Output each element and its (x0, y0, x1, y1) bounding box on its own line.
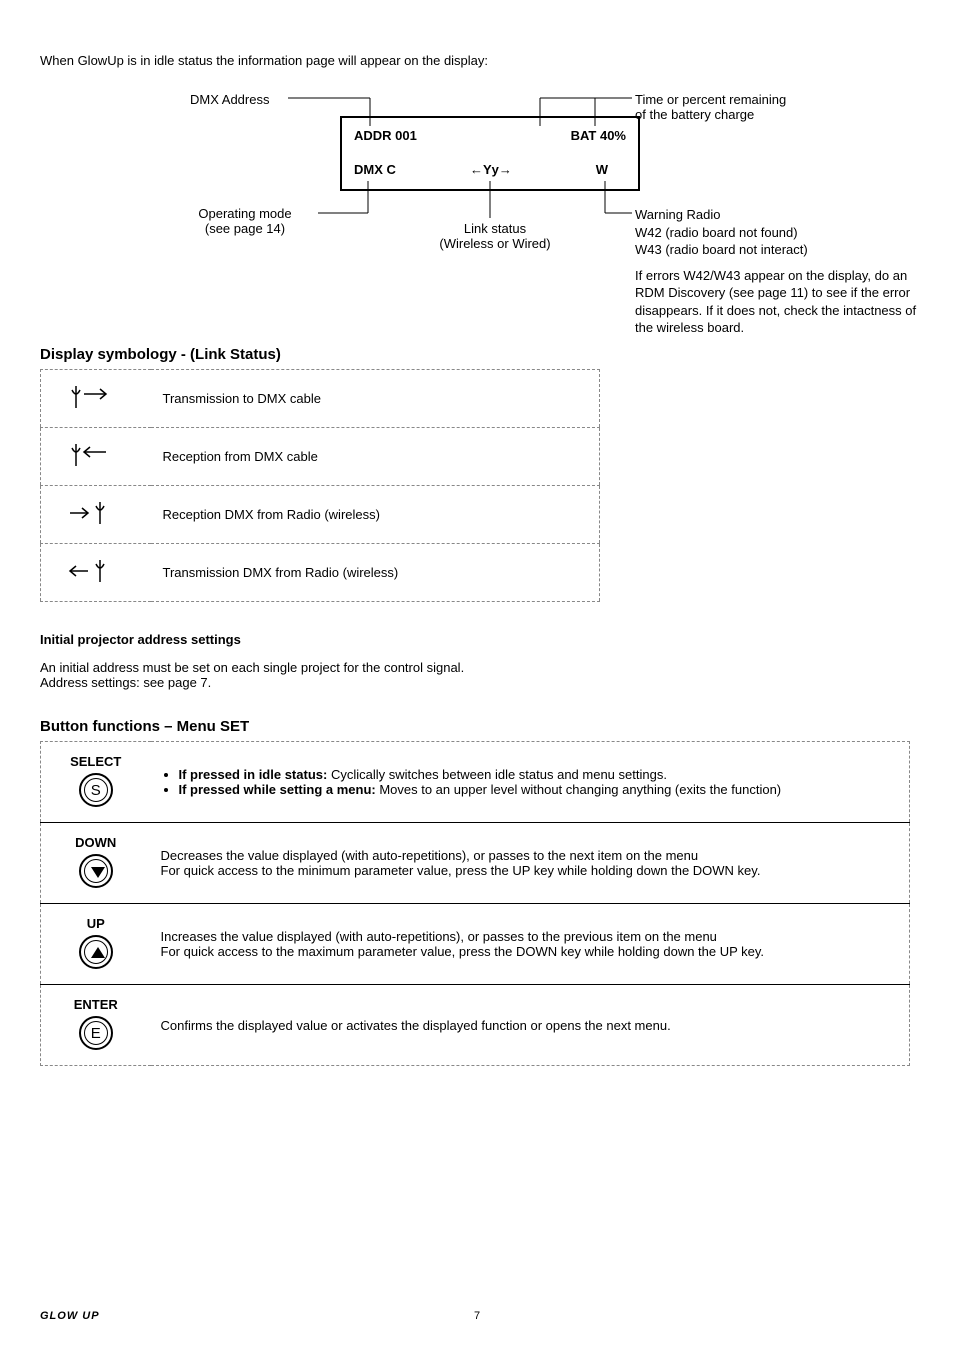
rx-radio-icon (66, 496, 126, 530)
symbology-row: Reception from DMX cable (41, 428, 600, 486)
button-row-select: SELECT S If pressed in idle status: Cycl… (41, 742, 910, 823)
down-button-icon (79, 854, 113, 888)
initial-settings-line1: An initial address must be set on each s… (40, 660, 914, 675)
tx-radio-icon (66, 554, 126, 588)
initial-settings-title: Initial projector address settings (40, 632, 914, 647)
button-row-down: DOWN Decreases the value displayed (with… (41, 823, 910, 904)
down-description: Decreases the value displayed (with auto… (151, 823, 910, 904)
enter-button-icon: E (79, 1016, 113, 1050)
display-diagram: DMX Address Time or percent remaining of… (40, 86, 914, 336)
select-description: If pressed in idle status: Cyclically sw… (161, 767, 900, 797)
page-footer: GLOW UP 7 (40, 1310, 914, 1322)
down-label: DOWN (51, 835, 141, 850)
button-functions-table: SELECT S If pressed in idle status: Cycl… (40, 741, 910, 1066)
select-label: SELECT (51, 754, 141, 769)
select-button-icon: S (79, 773, 113, 807)
symbology-row: Transmission DMX from Radio (wireless) (41, 544, 600, 602)
tx-cable-icon (66, 380, 126, 414)
symbology-table: Transmission to DMX cable Reception from… (40, 369, 600, 602)
symbology-desc: Transmission DMX from Radio (wireless) (151, 544, 600, 602)
up-description: Increases the value displayed (with auto… (151, 904, 910, 985)
rx-cable-icon (66, 438, 126, 472)
symbology-desc: Reception from DMX cable (151, 428, 600, 486)
symbology-row: Transmission to DMX cable (41, 370, 600, 428)
intro-text: When GlowUp is in idle status the inform… (40, 53, 914, 68)
up-button-icon (79, 935, 113, 969)
button-row-up: UP Increases the value displayed (with a… (41, 904, 910, 985)
symbology-desc: Transmission to DMX cable (151, 370, 600, 428)
diagram-connector-lines (40, 86, 940, 336)
footer-page-number: 7 (474, 1310, 480, 1322)
enter-label: ENTER (51, 997, 141, 1012)
up-label: UP (51, 916, 141, 931)
button-row-enter: ENTER E Confirms the displayed value or … (41, 985, 910, 1066)
footer-brand: GLOW UP (40, 1310, 100, 1322)
button-functions-title: Button functions – Menu SET (40, 718, 914, 735)
symbology-desc: Reception DMX from Radio (wireless) (151, 486, 600, 544)
initial-settings-line2: Address settings: see page 7. (40, 675, 914, 690)
symbology-title: Display symbology - (Link Status) (40, 346, 914, 363)
symbology-row: Reception DMX from Radio (wireless) (41, 486, 600, 544)
enter-description: Confirms the displayed value or activate… (151, 985, 910, 1066)
